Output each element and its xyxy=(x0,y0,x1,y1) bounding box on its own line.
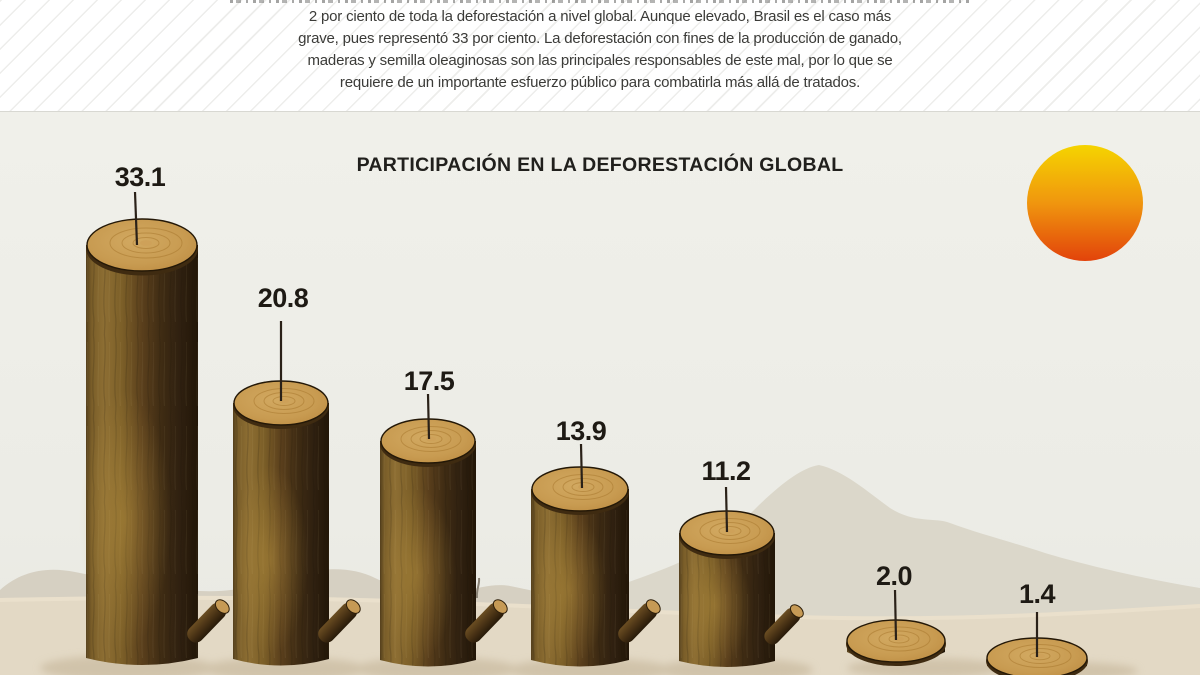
intro-line-3: maderas y semilla oleaginosas son las pr… xyxy=(307,52,893,69)
intro-line-2: grave, pues representó 33 por ciento. La… xyxy=(298,30,902,47)
tree-rings xyxy=(1008,644,1072,668)
sun-icon xyxy=(1027,145,1143,261)
twig xyxy=(475,577,481,599)
log-bar-6 xyxy=(846,619,946,666)
log-bar-1 xyxy=(79,218,230,665)
tree-rings xyxy=(400,426,462,452)
tree-rings xyxy=(253,388,315,414)
branch-stub xyxy=(618,599,661,643)
tree-rings xyxy=(552,474,614,500)
log-bar-2 xyxy=(232,380,361,666)
intro-line-4: requiere de un importante esfuerzo públi… xyxy=(339,74,861,91)
log-bar-3 xyxy=(379,418,508,667)
value-label-1: 33.1 xyxy=(114,162,166,192)
value-label-4: 13.9 xyxy=(555,416,607,446)
value-label-5: 11.2 xyxy=(701,456,751,486)
chart-title: PARTICIPACIÓN EN LA DEFORESTACIÓN GLOBAL xyxy=(356,154,844,176)
clipped-text-line xyxy=(230,0,970,3)
value-label-2: 20.8 xyxy=(257,283,309,313)
tree-rings xyxy=(109,227,183,259)
value-connector-lines xyxy=(133,191,1039,657)
value-label-3: 17.5 xyxy=(403,366,455,396)
intro-line-1: 2 por ciento de toda la deforestación a … xyxy=(308,8,892,25)
intro-band: 2 por ciento de toda la deforestación a … xyxy=(0,0,1200,112)
intro-paragraph: 2 por ciento de toda la deforestación a … xyxy=(255,6,945,94)
log-bar-4 xyxy=(531,466,661,668)
tree-rings xyxy=(699,518,761,544)
branch-stub xyxy=(187,599,230,643)
log-bar-5 xyxy=(679,510,804,667)
value-label-6: 2.0 xyxy=(875,561,913,591)
branch-stub xyxy=(465,599,508,643)
tree-rings xyxy=(867,626,931,652)
branch-stub xyxy=(318,599,361,643)
value-label-7: 1.4 xyxy=(1018,579,1056,609)
branch-stub xyxy=(764,604,804,645)
